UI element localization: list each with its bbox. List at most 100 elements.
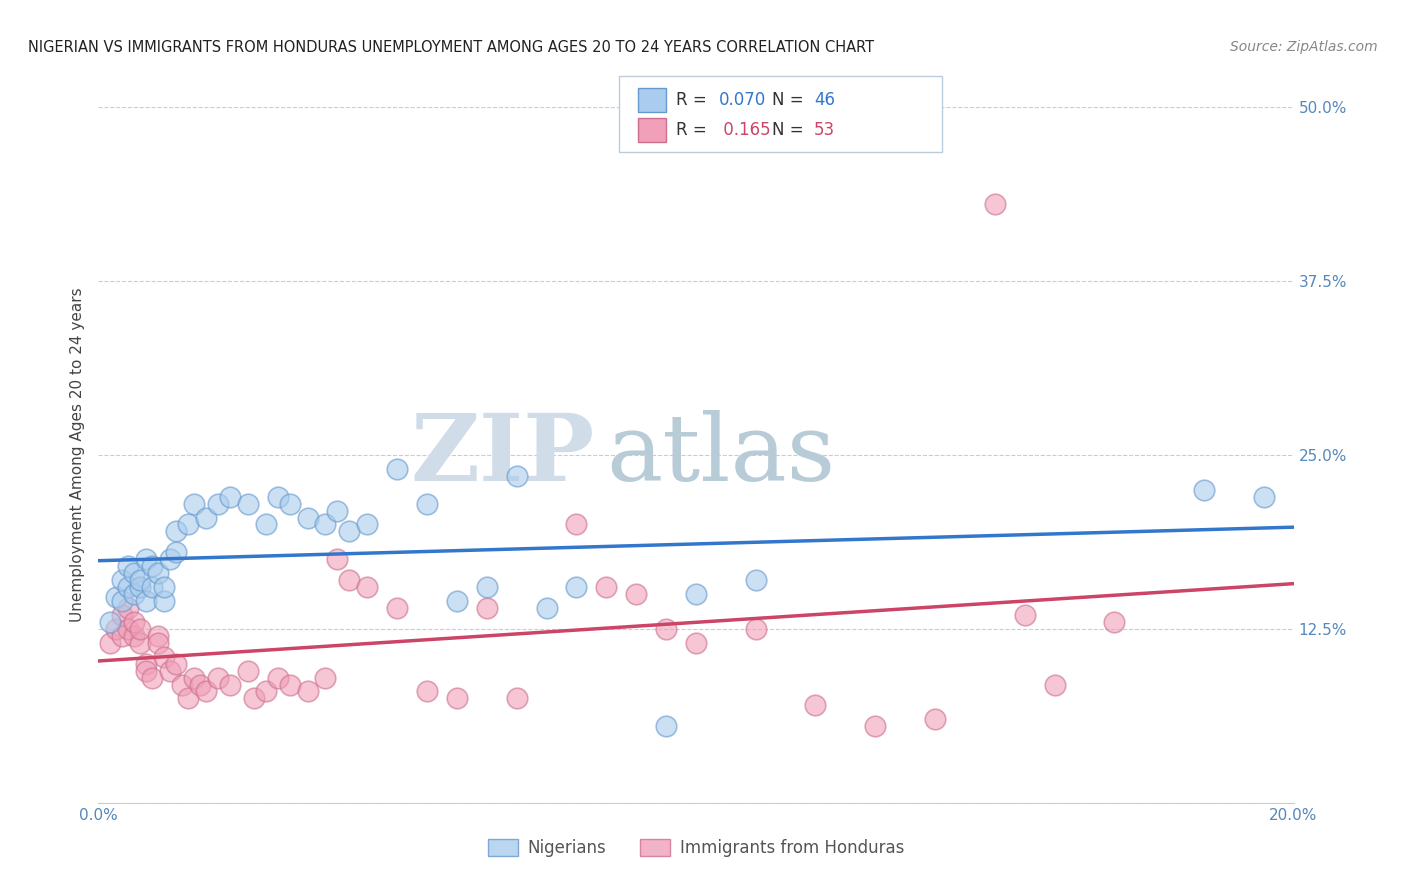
Point	[1253, 490, 1275, 504]
Point	[159, 664, 181, 678]
Point	[129, 580, 152, 594]
Point	[98, 615, 122, 629]
Point	[745, 622, 768, 636]
Point	[207, 497, 229, 511]
Point	[111, 629, 134, 643]
Point	[595, 580, 617, 594]
Point	[1192, 483, 1215, 497]
Point	[111, 594, 134, 608]
Point	[153, 594, 176, 608]
Point	[339, 524, 361, 539]
Point	[135, 552, 157, 566]
Point	[129, 636, 152, 650]
Point	[278, 497, 301, 511]
Point	[326, 552, 349, 566]
Text: R =: R =	[676, 121, 713, 139]
Point	[745, 573, 768, 587]
Point	[117, 622, 139, 636]
Point	[177, 517, 200, 532]
Legend: Nigerians, Immigrants from Honduras: Nigerians, Immigrants from Honduras	[481, 832, 911, 864]
Point	[117, 559, 139, 574]
Point	[446, 594, 468, 608]
Point	[356, 517, 378, 532]
Point	[105, 590, 128, 604]
Point	[655, 622, 678, 636]
Point	[475, 580, 498, 594]
Point	[177, 691, 200, 706]
Y-axis label: Unemployment Among Ages 20 to 24 years: Unemployment Among Ages 20 to 24 years	[69, 287, 84, 623]
Point	[1104, 615, 1126, 629]
Point	[565, 580, 588, 594]
Text: 53: 53	[814, 121, 835, 139]
Point	[475, 601, 498, 615]
Point	[506, 691, 529, 706]
Text: N =: N =	[772, 121, 808, 139]
Point	[804, 698, 827, 713]
Point	[153, 649, 176, 664]
Point	[339, 573, 361, 587]
Point	[129, 622, 152, 636]
Point	[243, 691, 266, 706]
Point	[124, 615, 146, 629]
Point	[98, 636, 122, 650]
Point	[297, 510, 319, 524]
Point	[183, 497, 205, 511]
Point	[685, 587, 707, 601]
Text: 0.165: 0.165	[718, 121, 770, 139]
Point	[1043, 677, 1066, 691]
Point	[135, 594, 157, 608]
Point	[195, 684, 218, 698]
Point	[117, 601, 139, 615]
Point	[655, 719, 678, 733]
Point	[219, 490, 242, 504]
Point	[117, 580, 139, 594]
Point	[124, 587, 146, 601]
Point	[153, 580, 176, 594]
Point	[195, 510, 218, 524]
Point	[105, 622, 128, 636]
Text: ZIP: ZIP	[411, 410, 595, 500]
Point	[148, 636, 170, 650]
Text: atlas: atlas	[606, 410, 835, 500]
Point	[124, 629, 146, 643]
Point	[135, 657, 157, 671]
Point	[315, 671, 337, 685]
Point	[385, 462, 409, 476]
Point	[111, 607, 134, 622]
Point	[188, 677, 211, 691]
Point	[416, 497, 439, 511]
Point	[254, 517, 277, 532]
Point	[148, 629, 170, 643]
Point	[172, 677, 194, 691]
Point	[141, 580, 163, 594]
Point	[219, 677, 242, 691]
Point	[159, 552, 181, 566]
Point	[183, 671, 205, 685]
Point	[165, 657, 187, 671]
Text: Source: ZipAtlas.com: Source: ZipAtlas.com	[1230, 40, 1378, 54]
Point	[129, 573, 152, 587]
Point	[236, 497, 259, 511]
Text: N =: N =	[772, 91, 808, 110]
Text: R =: R =	[676, 91, 713, 110]
Point	[1014, 607, 1036, 622]
Point	[267, 671, 290, 685]
Point	[565, 517, 588, 532]
Point	[165, 524, 187, 539]
Point	[865, 719, 887, 733]
Point	[254, 684, 277, 698]
Point	[141, 671, 163, 685]
Point	[685, 636, 707, 650]
Point	[236, 664, 259, 678]
Point	[315, 517, 337, 532]
Point	[984, 197, 1007, 211]
Point	[536, 601, 558, 615]
Point	[446, 691, 468, 706]
Point	[111, 573, 134, 587]
Point	[297, 684, 319, 698]
Point	[165, 545, 187, 559]
Point	[506, 468, 529, 483]
Point	[416, 684, 439, 698]
Point	[141, 559, 163, 574]
Text: 0.070: 0.070	[718, 91, 766, 110]
